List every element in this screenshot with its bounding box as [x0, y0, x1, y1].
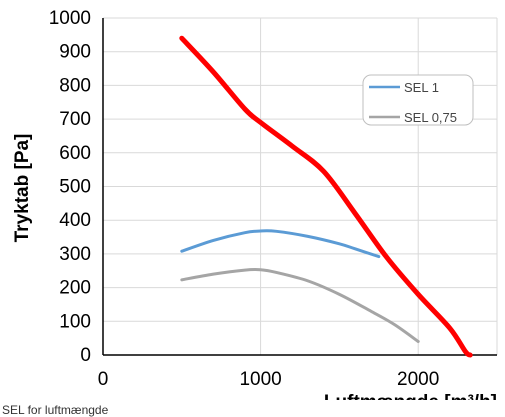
x-tick-label: 0: [98, 369, 109, 390]
caption: SEL for luftmængde: [2, 403, 109, 417]
y-tick-label: 100: [59, 311, 91, 332]
x-tick-label: 1000: [239, 369, 281, 390]
y-tick-label: 500: [59, 177, 91, 198]
y-tick-label: 200: [59, 278, 91, 299]
x-axis-label: Luftmængde [m³/h]: [324, 392, 497, 400]
y-tick-label: 900: [59, 42, 91, 63]
y-tick-label: 0: [80, 345, 91, 366]
y-tick-label: 300: [59, 244, 91, 265]
y-tick-label: 400: [59, 210, 91, 231]
tick-labels: 0 100 200 300 400 500 600 700 800 900 1000 0 1000 200…: [49, 8, 440, 390]
y-tick-label: 600: [59, 143, 91, 164]
series-lines: [179, 35, 473, 358]
y-axis-label: Tryktab [Pa]: [12, 134, 33, 243]
chart: 0 100 200 300 400 500 600 700 800 900 1000 0 1000 200…: [12, 8, 498, 400]
series-line-sel-075: [180, 267, 420, 344]
legend-label-sel-075: SEL 0,75: [404, 110, 457, 125]
y-tick-label: 800: [59, 75, 91, 96]
series-line-red: [179, 35, 473, 358]
x-tick-label: 2000: [397, 369, 439, 390]
gridlines: [103, 17, 498, 355]
y-tick-label: 1000: [49, 8, 91, 29]
legend-label-sel-1: SEL 1: [404, 80, 439, 95]
axes: [102, 18, 497, 356]
y-tick-label: 700: [59, 109, 91, 130]
legend: SEL 1 SEL 0,75: [362, 74, 474, 126]
series-line-sel-1: [180, 229, 381, 259]
